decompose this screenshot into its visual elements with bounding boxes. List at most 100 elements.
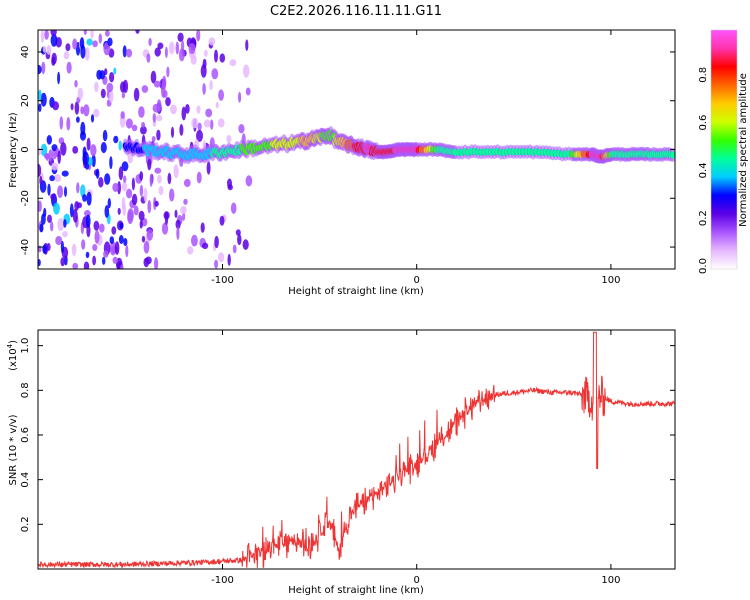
- heatmap-cell: [109, 72, 115, 83]
- chart-title: C2E2.2026.116.11.11.G11: [270, 4, 442, 19]
- heatmap-cell: [60, 142, 67, 156]
- heatmap-cell: [87, 156, 93, 166]
- heatmap-cell: [72, 146, 79, 154]
- heatmap-cell: [82, 194, 87, 202]
- heatmap-cell: [98, 33, 103, 44]
- heatmap-cell: [85, 214, 91, 228]
- heatmap-cell: [168, 41, 175, 55]
- heatmap-cell: [81, 239, 86, 250]
- heatmap-cell: [173, 164, 179, 179]
- colorbar-tick-label: 0.2: [698, 210, 709, 226]
- heatmap-cell: [40, 143, 48, 157]
- heatmap-cell: [154, 47, 161, 57]
- heatmap-cell: [93, 220, 100, 231]
- heatmap-cell: [96, 69, 102, 80]
- heatmap-cell: [143, 257, 150, 268]
- heatmap-cell: [140, 125, 147, 135]
- heatmap-cell: [92, 255, 96, 266]
- heatmap-cell: [99, 223, 105, 233]
- heatmap-cell: [200, 222, 205, 233]
- heatmap-cell: [103, 42, 111, 56]
- heatmap-cells: [38, 30, 253, 269]
- heatmap-cell: [147, 158, 152, 171]
- heatmap-cell: [86, 191, 92, 206]
- heatmap-cell: [196, 129, 203, 142]
- heatmap-cell: [100, 88, 106, 99]
- heatmap-cell: [42, 45, 47, 53]
- heatmap-cell: [219, 215, 225, 226]
- heatmap-cell: [40, 92, 47, 107]
- heatmap-cell: [237, 234, 242, 246]
- heatmap-cell: [226, 135, 232, 143]
- colorbar-gradient: [711, 30, 737, 269]
- heatmap-cell: [57, 150, 61, 164]
- snr-scale-note: (x104): [6, 340, 19, 371]
- heatmap-cell: [86, 38, 93, 46]
- heatmap-cell: [139, 184, 144, 197]
- heatmap-cell: [84, 47, 90, 61]
- heatmap-cell: [135, 30, 140, 34]
- heatmap-cell: [181, 106, 187, 121]
- ridge-trace: [122, 126, 675, 165]
- heatmap-cell: [117, 207, 121, 215]
- spectrogram-ylabel: Frequency (Hz): [8, 112, 19, 188]
- heatmap-cell: [146, 53, 151, 63]
- heatmap-cell: [180, 206, 187, 214]
- heatmap-cell: [72, 38, 78, 50]
- heatmap-cell: [205, 108, 213, 118]
- heatmap-cell: [94, 230, 100, 244]
- heatmap-cell: [59, 116, 64, 130]
- heatmap-cell: [51, 144, 58, 152]
- heatmap-cell: [218, 89, 225, 101]
- heatmap-cell: [178, 48, 185, 62]
- heatmap-cell: [179, 123, 184, 136]
- heatmap-cell: [183, 198, 188, 205]
- heatmap-cell: [232, 244, 237, 254]
- colorbar-tick-label: 0.8: [698, 67, 709, 83]
- heatmap-cell: [155, 114, 163, 122]
- y-tick-label: 0: [20, 146, 31, 152]
- heatmap-cell: [182, 211, 186, 221]
- heatmap-cell: [41, 61, 46, 75]
- x-tick-label: -100: [211, 575, 234, 586]
- heatmap-cell: [92, 40, 98, 48]
- heatmap-cell: [65, 43, 71, 52]
- x-tick-label: 0: [414, 275, 420, 286]
- heatmap-cell: [100, 142, 107, 154]
- y-tick-label: 1.0: [20, 338, 31, 354]
- colorbar-frame: [710, 29, 738, 270]
- heatmap-cell: [164, 211, 169, 226]
- heatmap-cell: [120, 111, 125, 119]
- heatmap-cell: [57, 218, 65, 231]
- heatmap-cell: [63, 219, 67, 228]
- heatmap-cell: [46, 243, 51, 251]
- y-tick-label: 0.8: [20, 382, 31, 398]
- heatmap-cell: [133, 87, 140, 102]
- colorbar-label: Normalized spectral amplitude: [738, 73, 749, 227]
- y-tick-label: 0.6: [20, 427, 31, 443]
- heatmap-cell: [139, 220, 143, 229]
- heatmap-cell: [125, 118, 133, 129]
- snr-panel: -100 0 100 0.2 0.4 0.6 0.8 1.0 Height of straig…: [6, 329, 676, 596]
- heatmap-cell: [149, 173, 153, 187]
- heatmap-cell: [147, 200, 152, 214]
- heatmap-cell: [121, 161, 129, 172]
- x-tick-label: -100: [211, 275, 234, 286]
- heatmap-cell: [60, 257, 65, 267]
- heatmap-cell: [125, 48, 133, 58]
- heatmap-cell: [190, 55, 197, 65]
- snr-xlabel: Height of straight line (km): [288, 585, 424, 596]
- heatmap-cell: [85, 251, 90, 259]
- heatmap-cell: [204, 49, 208, 57]
- heatmap-cell: [111, 226, 117, 235]
- heatmap-cell: [93, 108, 100, 118]
- heatmap-cell: [109, 241, 117, 256]
- heatmap-cell: [174, 209, 178, 218]
- heatmap-cell: [112, 256, 118, 264]
- heatmap-cell: [83, 30, 87, 36]
- heatmap-cell: [92, 244, 98, 251]
- x-tick-label: 0: [414, 575, 420, 586]
- heatmap-cell: [61, 170, 69, 177]
- y-tick-label: 20: [20, 94, 31, 107]
- heatmap-cell: [196, 171, 202, 184]
